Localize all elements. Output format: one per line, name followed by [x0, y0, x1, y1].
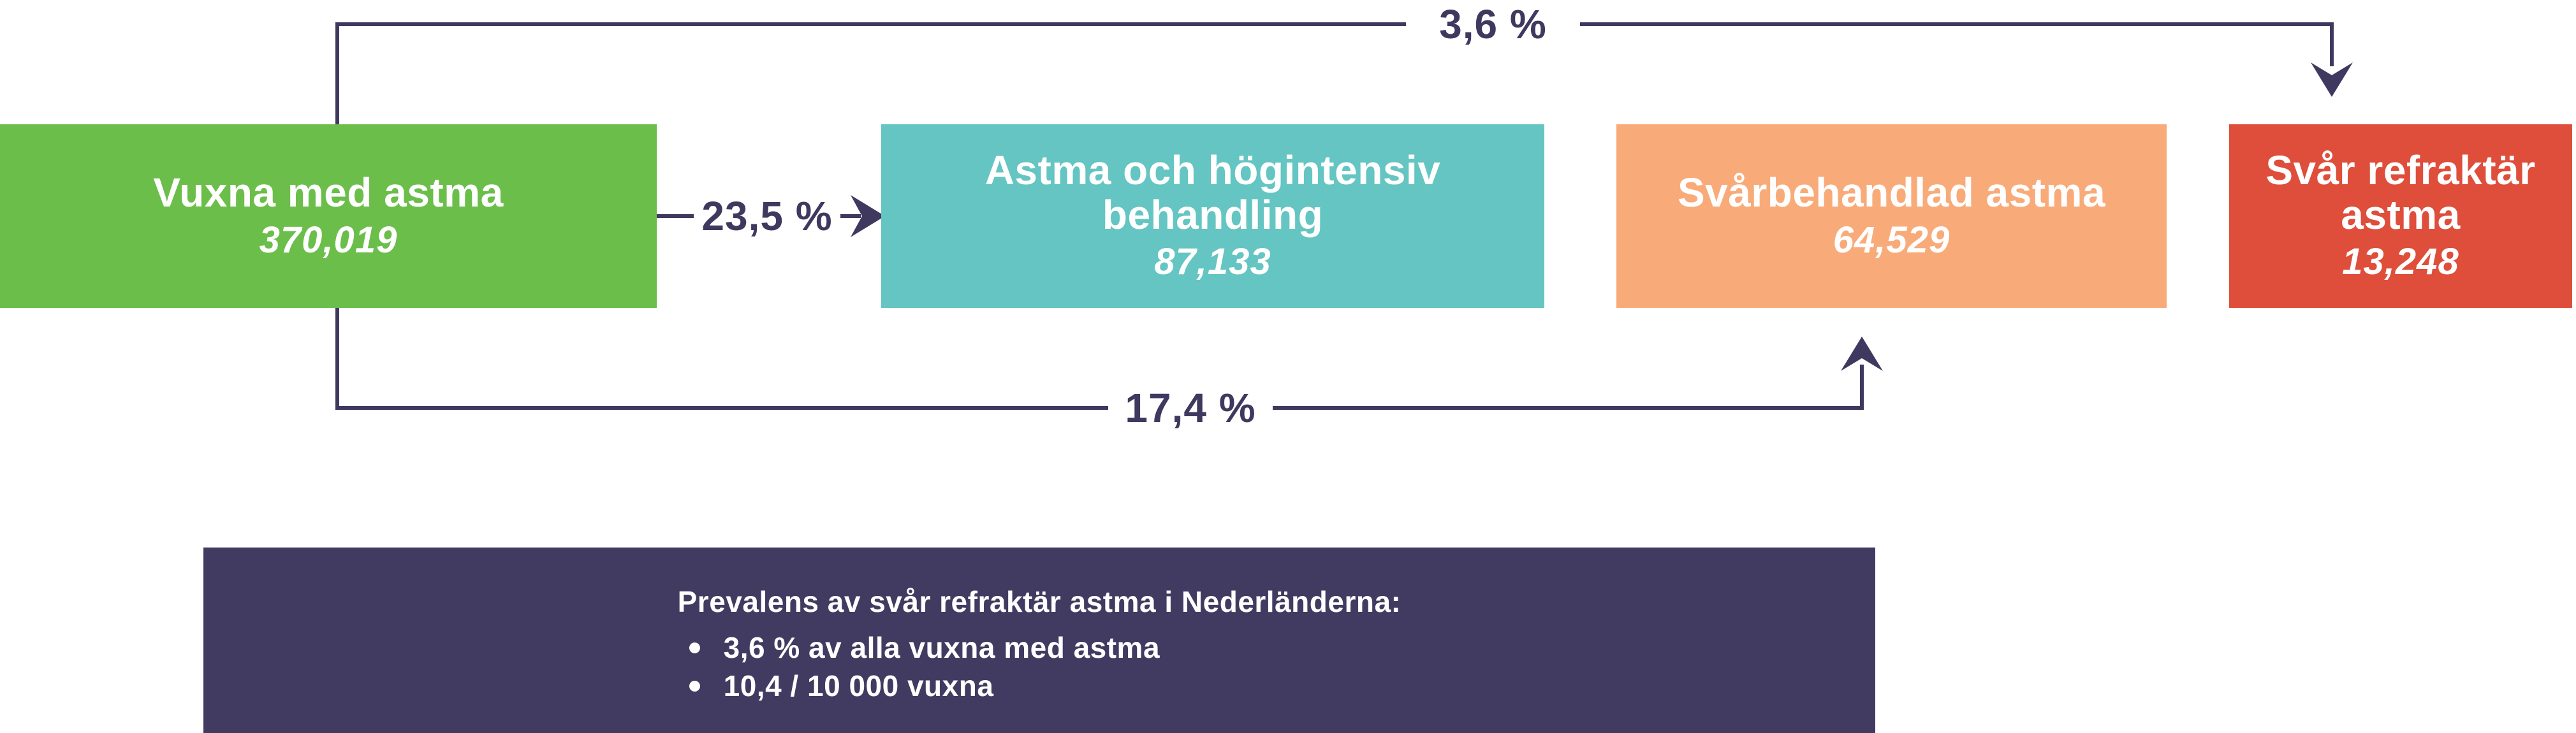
- bullet-dot-icon: [689, 642, 700, 653]
- arrow-down-icon: [2311, 62, 2353, 97]
- flow-box-adults-with-asthma: Vuxna med astma 370,019: [0, 124, 657, 308]
- flow-box-difficult-to-treat: Svårbehandlad astma 64,529: [1616, 124, 2167, 308]
- flow-box-label: Astma och högintensiv behandling: [984, 147, 1441, 238]
- bullet-dot-icon: [689, 680, 700, 692]
- flow-box-high-intensity-treatment: Astma och högintensiv behandling 87,133: [881, 124, 1544, 308]
- prevalence-bullet-item: 10,4 / 10 000 vuxna: [678, 667, 1401, 705]
- top-percentage-label: 3,6 %: [1439, 1, 1547, 47]
- flow-box-severe-refractory: Svår refraktär astma 13,248: [2229, 124, 2572, 308]
- bottom-percentage-label: 17,4 %: [1125, 385, 1256, 431]
- mid-percentage-label: 23,5 %: [701, 193, 833, 239]
- flow-box-value: 87,133: [1154, 241, 1271, 283]
- arrow-right-icon: [851, 195, 885, 237]
- flow-box-value: 370,019: [259, 219, 398, 261]
- flow-box-label: Vuxna med astma: [153, 169, 504, 215]
- flow-box-value: 13,248: [2342, 241, 2459, 283]
- prevalence-bullet-text: 3,6 % av alla vuxna med astma: [723, 631, 1160, 665]
- flow-box-value: 64,529: [1833, 219, 1950, 261]
- arrow-up-icon: [1841, 337, 1883, 371]
- prevalence-bullet-item: 3,6 % av alla vuxna med astma: [678, 628, 1401, 667]
- flow-box-label: Svårbehandlad astma: [1677, 169, 2106, 215]
- prevalence-info-title: Prevalens av svår refraktär astma i Nede…: [677, 585, 1401, 618]
- prevalence-info-box: Prevalens av svår refraktär astma i Nede…: [203, 548, 1875, 733]
- prevalence-bullet-text: 10,4 / 10 000 vuxna: [723, 669, 994, 703]
- flow-box-label: Svår refraktär astma: [2265, 147, 2536, 238]
- prevalence-info-content: Prevalens av svår refraktär astma i Nede…: [678, 584, 1401, 705]
